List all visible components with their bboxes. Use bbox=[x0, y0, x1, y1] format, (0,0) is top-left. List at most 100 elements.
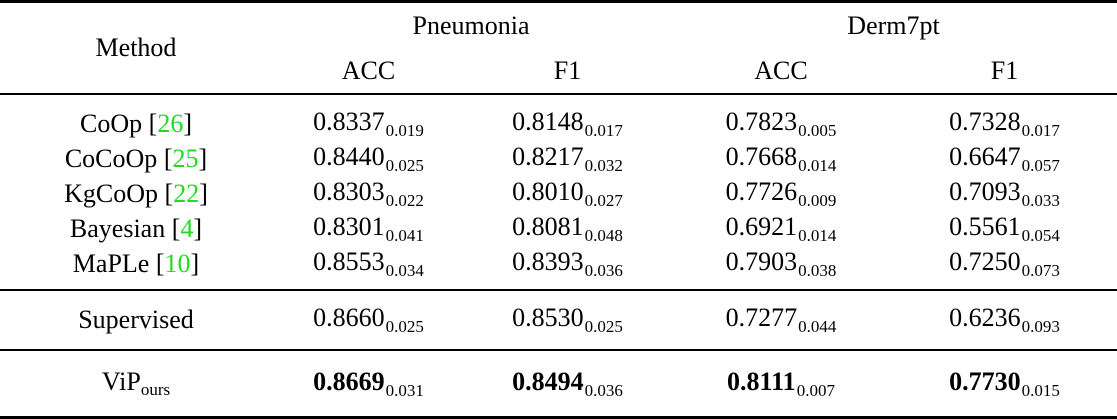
citation-number: 26 bbox=[157, 108, 184, 138]
citation-bracket-open: [ bbox=[163, 143, 173, 173]
std-subscript: 0.032 bbox=[584, 155, 623, 175]
value-cell: 0.73280.017 bbox=[892, 94, 1117, 141]
citation-bracket-open: [ bbox=[171, 213, 181, 243]
value-cell: 0.83370.019 bbox=[272, 94, 465, 141]
std-subscript: 0.019 bbox=[385, 120, 424, 140]
value-cell: 0.76680.014 bbox=[670, 141, 892, 176]
metric-value: 0.8010 bbox=[512, 176, 584, 206]
method-cell: CoOp [26] bbox=[0, 94, 272, 141]
metric-value: 0.7277 bbox=[725, 303, 798, 332]
std-subscript: 0.017 bbox=[1021, 120, 1060, 140]
value-cell: 0.77260.009 bbox=[670, 176, 892, 211]
value-cell: 0.83930.036 bbox=[465, 246, 670, 290]
metric-value: 0.7668 bbox=[725, 141, 798, 171]
citation-number: 22 bbox=[173, 178, 200, 208]
metric-value: 0.8217 bbox=[512, 141, 584, 171]
std-subscript: 0.005 bbox=[798, 120, 837, 140]
value-cell: 0.80810.048 bbox=[465, 211, 670, 246]
std-subscript: 0.048 bbox=[584, 225, 623, 245]
table-row: KgCoOp [22] 0.83030.022 0.80100.027 0.77260… bbox=[0, 176, 1117, 211]
metric-value: 0.7726 bbox=[725, 176, 798, 206]
metric-value: 0.8081 bbox=[512, 211, 584, 241]
metric-value: 0.6236 bbox=[949, 303, 1021, 332]
citation-number: 4 bbox=[180, 213, 194, 243]
std-subscript: 0.017 bbox=[584, 120, 623, 140]
column-header-derm7pt-f1: F1 bbox=[990, 56, 1019, 85]
std-subscript: 0.014 bbox=[798, 225, 837, 245]
column-group-derm7pt: Derm7pt bbox=[847, 11, 940, 40]
citation-bracket-open: [ bbox=[155, 248, 165, 278]
value-cell: 0.80100.027 bbox=[465, 176, 670, 211]
metric-value: 0.8303 bbox=[313, 176, 385, 206]
citation-number: 25 bbox=[172, 143, 199, 173]
metric-value: 0.5561 bbox=[949, 211, 1021, 241]
method-cell: ViPours bbox=[0, 350, 272, 418]
metric-value: 0.8440 bbox=[313, 141, 385, 171]
value-cell: 0.81110.007 bbox=[670, 350, 892, 418]
std-subscript: 0.073 bbox=[1021, 260, 1060, 280]
metric-value: 0.7328 bbox=[949, 106, 1021, 136]
value-cell: 0.66470.057 bbox=[892, 141, 1117, 176]
table-header: Method Pneumonia Derm7pt ACC F1 ACC F1 bbox=[0, 2, 1117, 94]
std-subscript: 0.009 bbox=[798, 190, 837, 210]
method-cell: KgCoOp [22] bbox=[0, 176, 272, 211]
metric-value: 0.7730 bbox=[949, 366, 1021, 396]
value-cell: 0.81480.017 bbox=[465, 94, 670, 141]
std-subscript: 0.025 bbox=[584, 317, 623, 336]
metric-value: 0.6921 bbox=[725, 211, 798, 241]
metric-value: 0.8301 bbox=[313, 211, 385, 241]
metric-value: 0.7093 bbox=[949, 176, 1021, 206]
citation-bracket-close: ] bbox=[190, 248, 200, 278]
metric-value: 0.8530 bbox=[512, 303, 584, 332]
method-cell: Bayesian [4] bbox=[0, 211, 272, 246]
std-subscript: 0.007 bbox=[796, 380, 835, 400]
citation-bracket-open: [ bbox=[148, 108, 158, 138]
std-subscript: 0.033 bbox=[1021, 190, 1060, 210]
metric-value: 0.8111 bbox=[727, 366, 796, 396]
value-cell: 0.55610.054 bbox=[892, 211, 1117, 246]
value-cell: 0.84400.025 bbox=[272, 141, 465, 176]
table-row: MaPLe [10] 0.85530.034 0.83930.036 0.79030.… bbox=[0, 246, 1117, 290]
metric-value: 0.8494 bbox=[512, 366, 584, 396]
column-header-derm7pt-acc: ACC bbox=[754, 56, 808, 85]
table-row: CoCoOp [25] 0.84400.025 0.82170.032 0.76680… bbox=[0, 141, 1117, 176]
value-cell: 0.83010.041 bbox=[272, 211, 465, 246]
column-header-pneumonia-f1: F1 bbox=[553, 56, 582, 85]
value-cell: 0.84940.036 bbox=[465, 350, 670, 418]
metric-value: 0.8148 bbox=[512, 106, 584, 136]
std-subscript: 0.093 bbox=[1021, 317, 1060, 336]
metric-value: 0.6647 bbox=[949, 141, 1021, 171]
metric-value: 0.8669 bbox=[313, 366, 385, 396]
std-subscript: 0.025 bbox=[385, 155, 424, 175]
metric-value: 0.7823 bbox=[725, 106, 798, 136]
method-name: Supervised bbox=[78, 305, 194, 334]
std-subscript: 0.025 bbox=[385, 317, 424, 336]
citation-number: 10 bbox=[164, 248, 191, 278]
std-subscript: 0.036 bbox=[584, 260, 623, 280]
std-subscript: 0.015 bbox=[1021, 380, 1060, 400]
method-cell: MaPLe [10] bbox=[0, 246, 272, 290]
value-cell: 0.86600.025 bbox=[272, 290, 465, 350]
column-group-pneumonia: Pneumonia bbox=[412, 11, 530, 40]
value-cell: 0.85300.025 bbox=[465, 290, 670, 350]
method-subscript: ours bbox=[140, 380, 171, 399]
method-name: Bayesian bbox=[69, 213, 166, 243]
column-header-method: Method bbox=[95, 33, 177, 62]
value-cell: 0.79030.038 bbox=[670, 246, 892, 290]
header-metric-row: ACC F1 ACC F1 bbox=[0, 49, 1117, 94]
method-name: CoCoOp bbox=[64, 143, 158, 173]
method-cell: CoCoOp [25] bbox=[0, 141, 272, 176]
std-subscript: 0.044 bbox=[798, 317, 837, 336]
std-subscript: 0.014 bbox=[798, 155, 837, 175]
std-subscript: 0.022 bbox=[385, 190, 424, 210]
std-subscript: 0.057 bbox=[1021, 155, 1060, 175]
metric-value: 0.8337 bbox=[313, 106, 385, 136]
value-cell: 0.83030.022 bbox=[272, 176, 465, 211]
supervised-section: Supervised 0.86600.025 0.85300.025 0.72770.… bbox=[0, 290, 1117, 350]
metric-value: 0.8553 bbox=[313, 246, 385, 276]
citation-bracket-close: ] bbox=[193, 213, 203, 243]
value-cell: 0.82170.032 bbox=[465, 141, 670, 176]
std-subscript: 0.054 bbox=[1021, 225, 1060, 245]
std-subscript: 0.031 bbox=[385, 380, 424, 400]
